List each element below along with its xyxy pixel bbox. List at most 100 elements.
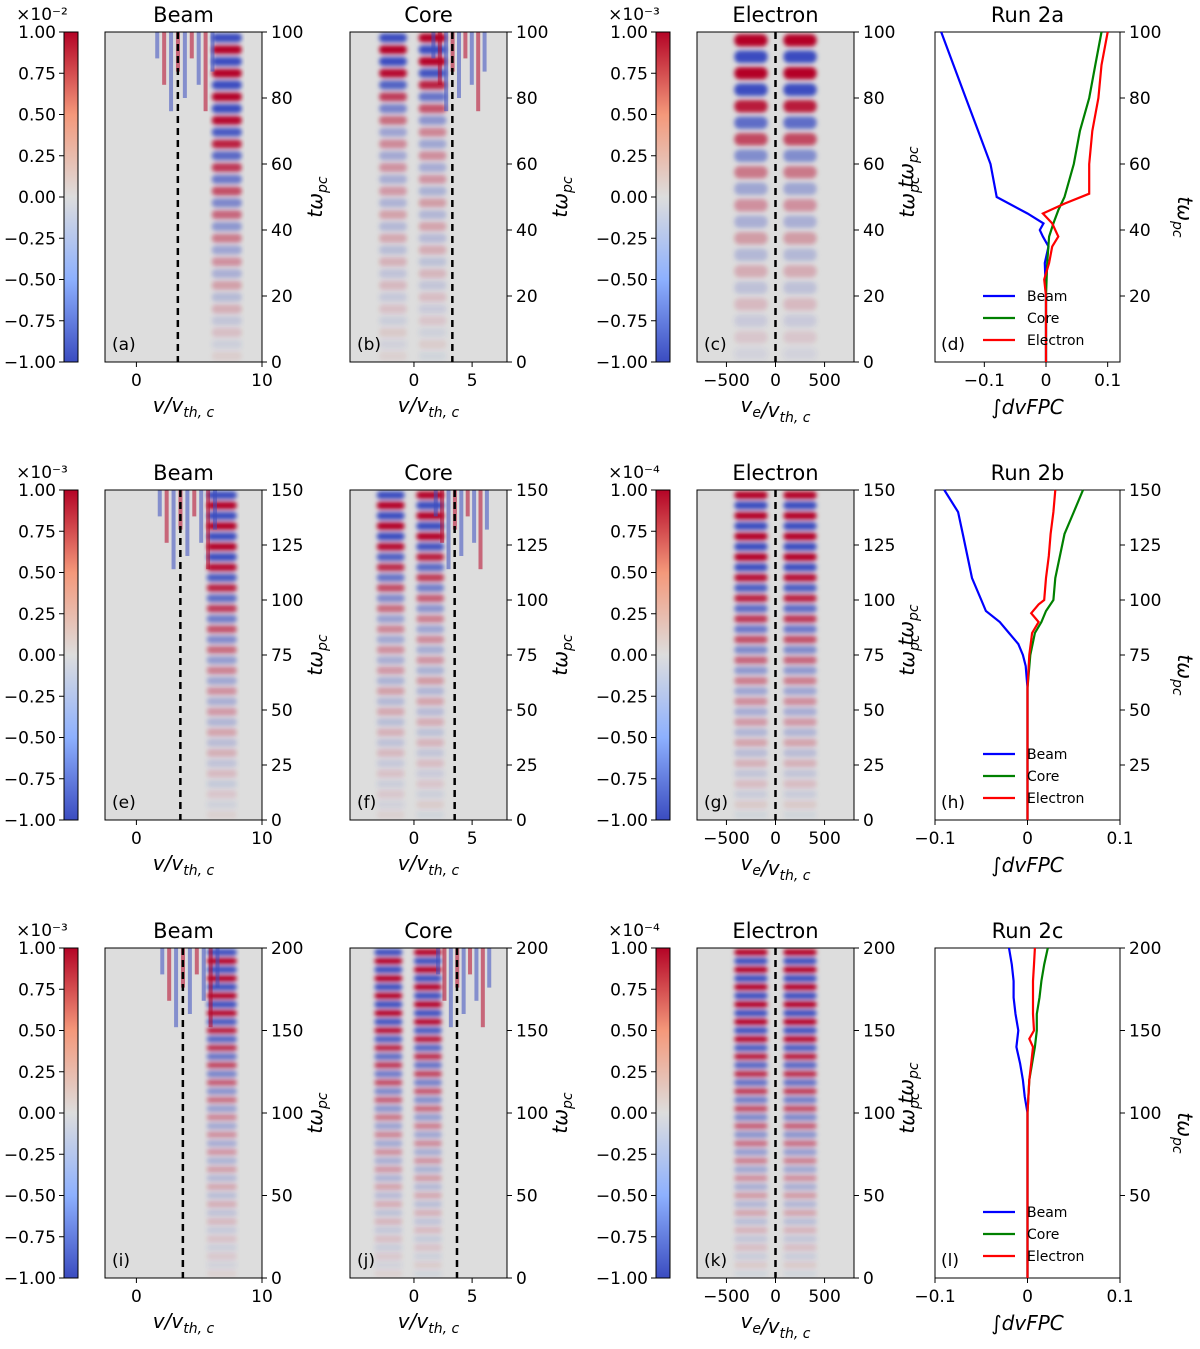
heatmap-cell [374, 1061, 403, 1069]
heatmap-cell [206, 625, 237, 634]
heatmap-cell [783, 33, 817, 47]
heatmap-cell [783, 297, 817, 311]
heatmap-streak [185, 490, 190, 556]
heatmap-cell [734, 1122, 768, 1130]
heatmap-cell [379, 45, 407, 55]
heatmap-cell [211, 127, 242, 137]
heatmap-cell [206, 1079, 237, 1086]
heatmap-cell [376, 491, 405, 500]
heatmap-cell [418, 233, 447, 243]
x-tick-label: 0 [770, 829, 781, 849]
colorbar-multiplier: ×10⁻⁴ [608, 921, 660, 941]
row-run-2b: 1.00 0.75 0.50 0.25 0.00 −0.25 −0.50 −0.75 −1.00… [4, 461, 1197, 884]
heatmap-cell [416, 511, 445, 520]
heatmap-cell [376, 573, 405, 582]
heatmap-cell [783, 330, 817, 344]
heatmap-cell [783, 625, 817, 634]
heatmap-cell [783, 50, 817, 64]
heatmap-cell [211, 292, 242, 302]
heatmap-cell [376, 635, 405, 644]
heatmap-cell [734, 790, 768, 799]
heatmap-cell [374, 1270, 403, 1277]
heatmap-streak [215, 948, 220, 988]
heatmap-cell [374, 1114, 403, 1121]
heatmap-cell [211, 198, 242, 208]
heatmap-cell [418, 139, 447, 149]
heatmap-cell [783, 594, 817, 603]
heatmap-cell [413, 1166, 442, 1173]
heatmap-cell [206, 532, 237, 541]
heatmap-cell [374, 1140, 403, 1147]
y-tick-label: 20 [1129, 287, 1151, 307]
heatmap-cell [416, 697, 445, 706]
x-axis-label: ve/vth, c [740, 1309, 810, 1342]
heatmap-cell [211, 328, 242, 338]
colorbar-tick-label: −0.25 [596, 1145, 648, 1165]
heatmap-cell [374, 1027, 403, 1034]
heatmap-cell [783, 1157, 817, 1165]
colorbar-tick-label: −0.75 [4, 1228, 56, 1248]
x-tick-label: 5 [467, 371, 478, 391]
heatmap-cell [734, 66, 768, 80]
heatmap-cell [734, 1261, 768, 1269]
heatmap-cell [418, 269, 447, 279]
heatmap-cell [206, 790, 237, 799]
heatmap-cell [783, 1183, 817, 1191]
heatmap-cell [374, 1105, 403, 1112]
heatmap-cell [379, 351, 407, 361]
heatmap-cell [379, 33, 407, 43]
heatmap-cell [376, 779, 405, 788]
heatmap-streak [478, 490, 483, 570]
heatmap-cell [734, 1218, 768, 1225]
heatmap-cell [206, 573, 237, 582]
heatmap-cell [376, 707, 405, 716]
heatmap-cell [783, 992, 817, 1000]
heatmap-cell [416, 790, 445, 799]
heatmap-cell [734, 1157, 768, 1165]
heatmap-cell [783, 1261, 817, 1269]
y-tick-label: 20 [516, 287, 538, 307]
heatmap-cell [783, 614, 817, 623]
heatmap-cell [206, 1044, 237, 1052]
series-line-electron [1026, 489, 1057, 820]
x-tick-label: −0.1 [914, 1287, 955, 1307]
heatmap-cell [734, 83, 768, 97]
heatmap-cell [413, 1148, 442, 1156]
heatmap-cell [374, 1035, 403, 1043]
heatmap-cell [374, 1122, 403, 1130]
heatmap-cell [783, 281, 817, 295]
heatmap-cell [206, 635, 237, 644]
y-tick-label: 50 [1129, 701, 1151, 721]
heatmap-cell [418, 328, 447, 338]
heatmap-cell [418, 257, 447, 267]
colorbar-tick-label: −0.25 [4, 687, 56, 707]
heatmap-cell [783, 676, 817, 685]
y-tick-label: 50 [863, 701, 885, 721]
heatmap-streak [459, 490, 464, 556]
y-tick-label: 150 [271, 1022, 303, 1042]
y-tick-label: 100 [863, 591, 895, 611]
y-tick-label: 100 [516, 591, 548, 611]
heatmap-cell [374, 1226, 403, 1234]
heatmap-cell [783, 501, 817, 510]
heatmap-cell [206, 738, 237, 747]
x-tick-label: 0 [409, 371, 420, 391]
heatmap-cell [374, 1174, 403, 1182]
heatmap-panel-k: −500 0 500 0 50 100 150 200 Electron (k) ve/vth, c… [696, 919, 923, 1342]
x-tick-label: −500 [703, 371, 750, 391]
heatmap-cell [418, 304, 447, 314]
colorbar-tick-label: 0.25 [18, 147, 56, 167]
x-tick-label: 0 [131, 829, 142, 849]
heatmap-cell [783, 149, 817, 163]
y-tick-label: 150 [863, 481, 895, 501]
heatmap-cell [379, 186, 407, 196]
colorbar-gradient [63, 31, 79, 363]
heatmap-cell [416, 810, 445, 819]
heatmap-cell [376, 522, 405, 531]
heatmap-cell [416, 635, 445, 644]
y-tick-label: 150 [271, 481, 303, 501]
panel-title: Core [404, 461, 453, 485]
x-axis-label: v/vth, c [153, 1309, 215, 1337]
heatmap-cell [413, 1035, 442, 1043]
